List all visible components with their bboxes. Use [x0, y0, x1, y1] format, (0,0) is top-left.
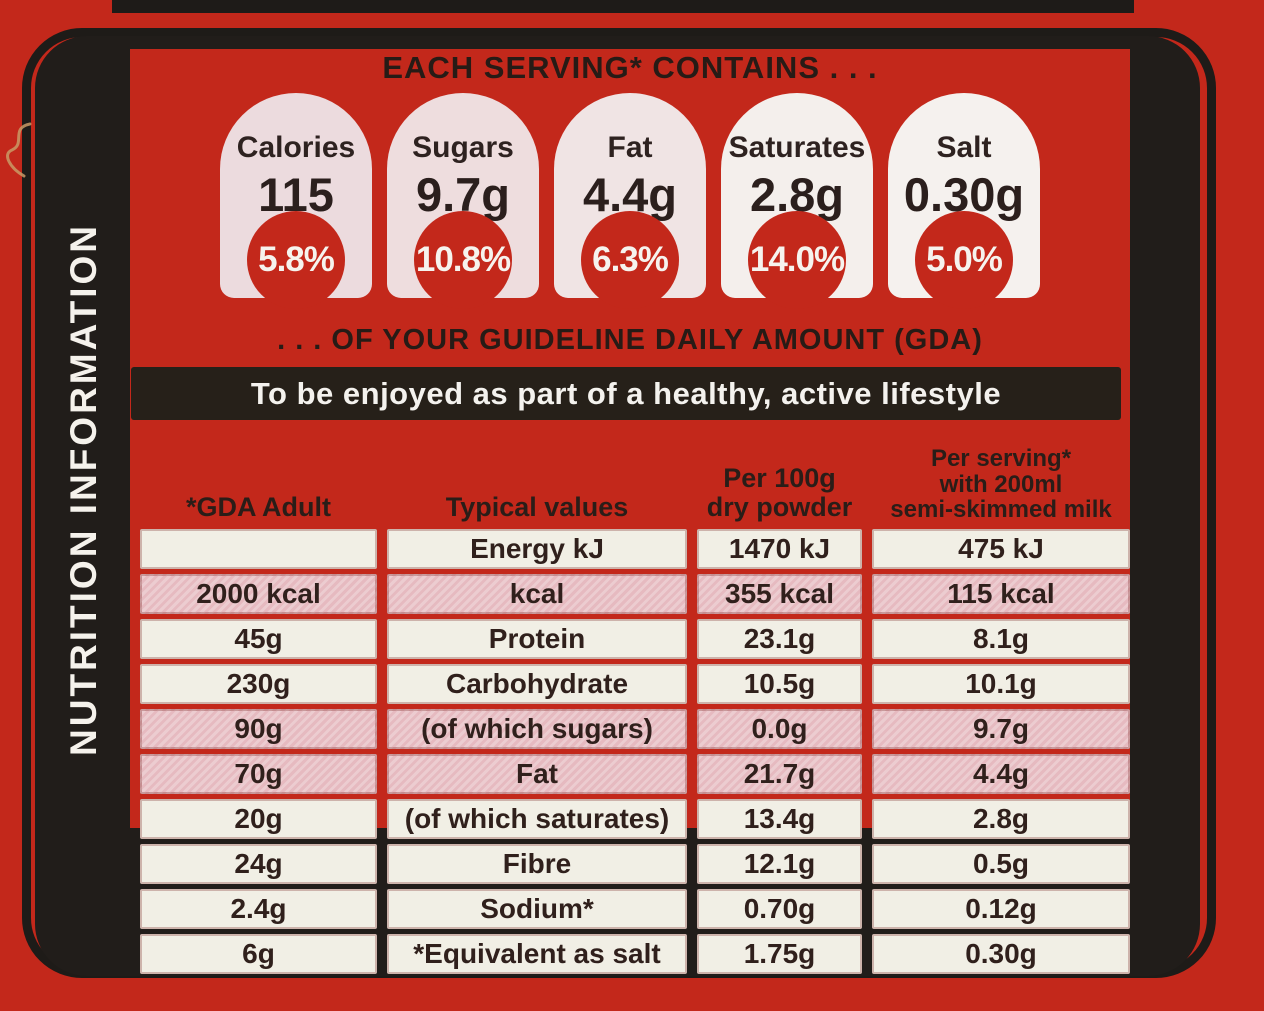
cell-gda-adult: 24g [140, 844, 377, 884]
cell-per-100g: 355 kcal [697, 574, 862, 614]
badge-value: 9.7g [415, 168, 511, 221]
badge-percent-circle: 5.8% [247, 211, 345, 309]
cell-gda-adult: 70g [140, 754, 377, 794]
badge-label: Fat [607, 131, 653, 164]
column-header-per-100g: Per 100g dry powder [697, 462, 862, 522]
cell-per-100g: 21.7g [697, 754, 862, 794]
cell-typical-value: *Equivalent as salt [387, 934, 687, 974]
badge-label: Salt [936, 131, 992, 164]
cell-typical-value: Energy kJ [387, 529, 687, 569]
gda-line: . . . OF YOUR GUIDELINE DAILY AMOUNT (GD… [277, 324, 983, 356]
badge-percent: 6.3% [592, 240, 669, 279]
table-row: 90g (of which sugars) 0.0g 9.7g [130, 709, 1130, 749]
cell-gda-adult [140, 529, 377, 569]
badge-calories: Calories 115 5.8% [220, 93, 372, 309]
handwritten-mark [6, 122, 32, 178]
column-header-line: with 200ml [939, 470, 1063, 498]
cell-per-100g: 23.1g [697, 619, 862, 659]
badge-percent-circle: 14.0% [748, 211, 846, 309]
table-header-row: *GDA Adult Typical values Per 100g dry po… [130, 422, 1130, 526]
table-row: 24g Fibre 12.1g 0.5g [130, 844, 1130, 884]
badge-fat: Fat 4.4g 6.3% [554, 93, 706, 309]
table-row: Energy kJ 1470 kJ 475 kJ [130, 529, 1130, 569]
serving-header: EACH SERVING* CONTAINS . . . [382, 50, 878, 85]
badge-percent: 14.0% [749, 240, 845, 279]
cell-per-serving: 0.12g [872, 889, 1130, 929]
gda-badges-row: Calories 115 5.8% Sugars 9.7g 10.8% Fat … [130, 93, 1130, 309]
cell-per-serving: 475 kJ [872, 529, 1130, 569]
badge-label: Calories [236, 131, 356, 164]
cell-gda-adult: 6g [140, 934, 377, 974]
lifestyle-bar: To be enjoyed as part of a healthy, acti… [131, 367, 1121, 420]
cell-gda-adult: 45g [140, 619, 377, 659]
cell-gda-adult: 90g [140, 709, 377, 749]
badge-saturates: Saturates 2.8g 14.0% [721, 93, 873, 309]
column-header-per-serving: Per serving* with 200ml semi-skimmed milk [872, 446, 1130, 522]
cell-typical-value: Sodium* [387, 889, 687, 929]
cell-per-100g: 12.1g [697, 844, 862, 884]
cell-per-100g: 1470 kJ [697, 529, 862, 569]
cell-per-100g: 0.70g [697, 889, 862, 929]
cell-per-serving: 0.5g [872, 844, 1130, 884]
badge-label: Saturates [728, 131, 866, 164]
table-row: 6g *Equivalent as salt 1.75g 0.30g [130, 934, 1130, 974]
cell-typical-value: Carbohydrate [387, 664, 687, 704]
cell-per-serving: 10.1g [872, 664, 1130, 704]
column-header-line: Typical values [445, 491, 629, 522]
badge-value: 4.4g [582, 168, 678, 221]
cell-gda-adult: 20g [140, 799, 377, 839]
cell-per-serving: 8.1g [872, 619, 1130, 659]
table-row: 20g (of which saturates) 13.4g 2.8g [130, 799, 1130, 839]
badge-sugars: Sugars 9.7g 10.8% [387, 93, 539, 309]
badge-value: 0.30g [903, 168, 1025, 221]
cell-typical-value: Fibre [387, 844, 687, 884]
table-row: 45g Protein 23.1g 8.1g [130, 619, 1130, 659]
cell-typical-value: (of which saturates) [387, 799, 687, 839]
cell-per-100g: 1.75g [697, 934, 862, 974]
badge-percent-circle: 10.8% [414, 211, 512, 309]
table-row: 70g Fat 21.7g 4.4g [130, 754, 1130, 794]
column-header-typical-values: Typical values [387, 491, 687, 522]
cell-per-100g: 10.5g [697, 664, 862, 704]
cell-typical-value: (of which sugars) [387, 709, 687, 749]
table-row: 230g Carbohydrate 10.5g 10.1g [130, 664, 1130, 704]
cell-typical-value: kcal [387, 574, 687, 614]
badge-percent-circle: 5.0% [915, 211, 1013, 309]
cell-per-serving: 115 kcal [872, 574, 1130, 614]
cell-per-serving: 9.7g [872, 709, 1130, 749]
table-row: 2.4g Sodium* 0.70g 0.12g [130, 889, 1130, 929]
badge-label: Sugars [412, 131, 514, 164]
table-body: Energy kJ 1470 kJ 475 kJ 2000 kcal kcal … [130, 529, 1130, 974]
column-header-line: semi-skimmed milk [890, 495, 1112, 523]
cell-per-serving: 4.4g [872, 754, 1130, 794]
cell-typical-value: Protein [387, 619, 687, 659]
column-header-line: Per serving* [930, 445, 1072, 473]
cell-per-serving: 0.30g [872, 934, 1130, 974]
cell-per-100g: 13.4g [697, 799, 862, 839]
vertical-title: NUTRITION INFORMATION [63, 223, 104, 757]
cell-gda-adult: 2000 kcal [140, 574, 377, 614]
badge-percent: 5.0% [926, 240, 1003, 279]
cell-gda-adult: 230g [140, 664, 377, 704]
cell-typical-value: Fat [387, 754, 687, 794]
cell-gda-adult: 2.4g [140, 889, 377, 929]
column-header-line: Per 100g [723, 462, 836, 493]
top-edge-strip [112, 0, 1134, 13]
table-row: 2000 kcal kcal 355 kcal 115 kcal [130, 574, 1130, 614]
badge-value: 2.8g [749, 168, 845, 221]
cell-per-100g: 0.0g [697, 709, 862, 749]
label-content: EACH SERVING* CONTAINS . . . Calories 11… [130, 44, 1130, 974]
column-header-line: *GDA Adult [186, 491, 331, 522]
column-header-gda-adult: *GDA Adult [140, 491, 377, 522]
badge-percent-circle: 6.3% [581, 211, 679, 309]
badge-percent: 5.8% [258, 240, 335, 279]
badge-value: 115 [258, 168, 334, 221]
badge-salt: Salt 0.30g 5.0% [888, 93, 1040, 309]
column-header-line: dry powder [706, 491, 853, 522]
badge-percent: 10.8% [415, 240, 511, 279]
cell-per-serving: 2.8g [872, 799, 1130, 839]
